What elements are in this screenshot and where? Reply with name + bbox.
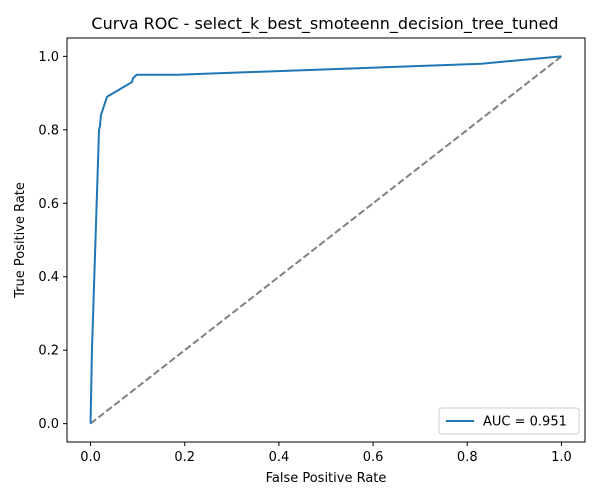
x-tick-label: 0.4	[269, 450, 290, 465]
y-tick-label: 0.0	[38, 417, 59, 432]
x-tick-label: 0.6	[363, 450, 384, 465]
x-tick-label: 0.8	[457, 450, 478, 465]
legend: AUC = 0.951	[438, 407, 580, 435]
y-tick-label: 1.0	[38, 50, 59, 65]
x-axis-label: False Positive Rate	[266, 471, 387, 486]
x-tick-label: 0.2	[174, 450, 195, 465]
axes-frame	[66, 37, 586, 443]
y-axis-label: True Positive Rate	[13, 182, 28, 299]
axis-ticks: 0.0 0.2 0.4 0.6 0.8 1.0 0.0 0.2 0.4 0.6 0.8 1.0	[38, 50, 571, 465]
y-tick-label: 0.8	[38, 123, 59, 138]
legend-label: AUC = 0.951	[483, 415, 567, 430]
x-tick-label: 1.0	[551, 450, 572, 465]
plot-area	[66, 37, 586, 443]
chart-title: Curva ROC - select_k_best_smoteenn_decis…	[91, 14, 558, 34]
y-tick-label: 0.4	[38, 270, 59, 285]
y-tick-label: 0.6	[38, 197, 59, 212]
legend-box	[438, 407, 580, 435]
x-tick-label: 0.0	[80, 450, 101, 465]
y-tick-label: 0.2	[38, 344, 59, 359]
roc-curve-line	[89, 55, 562, 424]
